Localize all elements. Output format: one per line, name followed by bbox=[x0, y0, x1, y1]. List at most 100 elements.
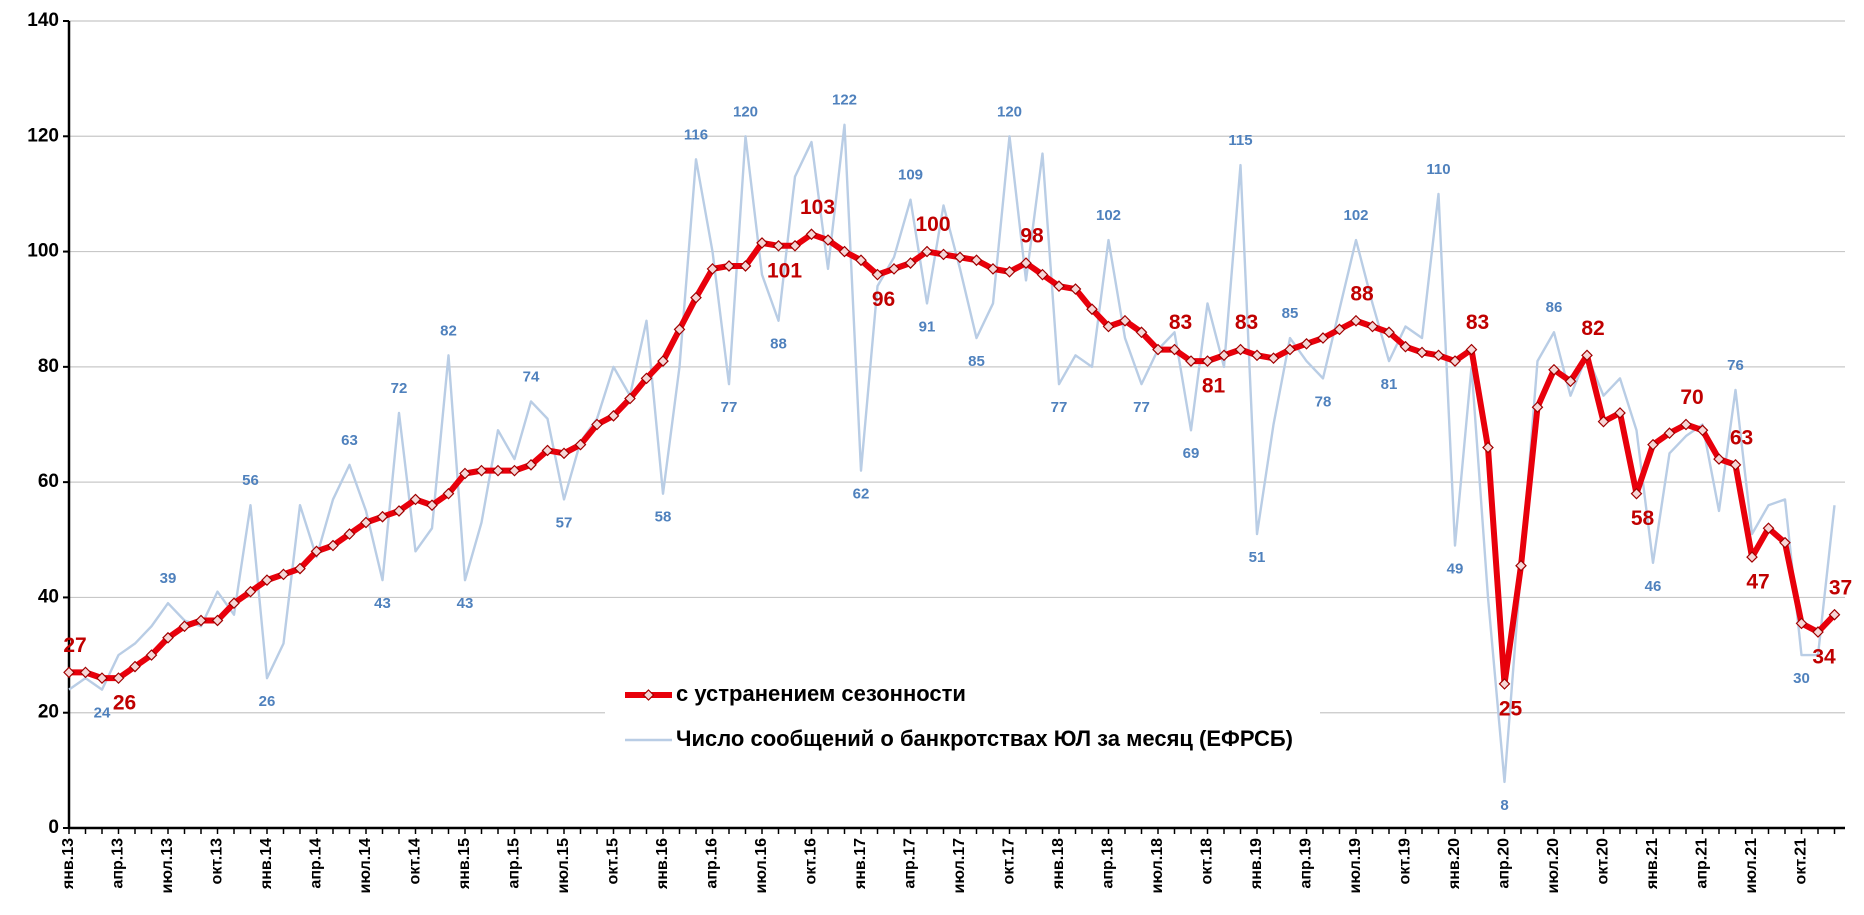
point-marker bbox=[624, 392, 636, 405]
data-label: 115 bbox=[1228, 132, 1252, 149]
x-tick-label: янв.15 bbox=[456, 838, 473, 890]
point-marker bbox=[574, 438, 587, 451]
point-marker bbox=[855, 254, 867, 267]
x-tick-label: окт.15 bbox=[605, 838, 622, 885]
point-marker bbox=[723, 260, 735, 272]
point-marker bbox=[1185, 355, 1197, 367]
data-label: 102 bbox=[1343, 207, 1368, 224]
point-marker bbox=[1614, 407, 1626, 419]
point-marker bbox=[244, 585, 257, 598]
point-marker bbox=[1663, 427, 1676, 439]
x-tick-label: янв.14 bbox=[258, 838, 275, 890]
data-label: 82 bbox=[1581, 317, 1604, 340]
data-label: 24 bbox=[94, 705, 111, 722]
point-marker bbox=[145, 649, 158, 661]
data-label: 88 bbox=[1350, 282, 1374, 305]
point-marker bbox=[162, 631, 174, 644]
x-tick-label: окт.20 bbox=[1595, 838, 1612, 885]
y-tick-label: 140 bbox=[27, 10, 59, 31]
data-label: 76 bbox=[1727, 357, 1744, 374]
point-marker bbox=[937, 248, 950, 261]
data-label: 77 bbox=[1133, 399, 1150, 416]
point-marker bbox=[211, 614, 224, 627]
data-label: 72 bbox=[391, 380, 408, 397]
point-marker bbox=[1729, 459, 1742, 471]
x-tick-label: июл.17 bbox=[951, 838, 968, 894]
series-line-raw bbox=[68, 123, 1836, 784]
point-marker bbox=[1267, 352, 1280, 365]
data-label: 27 bbox=[63, 634, 86, 657]
point-marker bbox=[327, 539, 339, 552]
data-label: 88 bbox=[770, 336, 787, 353]
data-label: 91 bbox=[919, 318, 936, 335]
point-marker bbox=[1762, 522, 1775, 535]
point-marker bbox=[178, 620, 191, 633]
point-marker bbox=[1053, 280, 1065, 293]
x-tick-label: янв.16 bbox=[654, 838, 671, 890]
data-label: 58 bbox=[655, 509, 672, 526]
point-marker bbox=[1003, 265, 1016, 278]
point-marker bbox=[789, 239, 801, 252]
data-label: 82 bbox=[440, 322, 457, 339]
point-marker bbox=[1251, 349, 1263, 362]
point-marker bbox=[195, 614, 207, 627]
x-tick-label: янв.21 bbox=[1644, 838, 1661, 890]
point-marker bbox=[1746, 551, 1758, 563]
data-label: 98 bbox=[1020, 225, 1044, 248]
point-marker bbox=[1317, 332, 1329, 344]
x-tick-label: окт.17 bbox=[1001, 838, 1018, 885]
data-label: 81 bbox=[1381, 376, 1398, 393]
point-marker bbox=[904, 257, 917, 269]
data-label: 30 bbox=[1793, 670, 1810, 687]
point-marker bbox=[492, 464, 504, 477]
point-marker bbox=[1366, 320, 1379, 333]
data-label: 70 bbox=[1680, 386, 1703, 409]
point-marker bbox=[756, 237, 768, 249]
x-tick-label: апр.16 bbox=[704, 838, 721, 889]
point-marker bbox=[1647, 438, 1659, 451]
point-marker bbox=[558, 447, 570, 460]
data-label: 57 bbox=[556, 514, 573, 531]
data-label: 78 bbox=[1315, 393, 1332, 410]
data-label: 26 bbox=[113, 692, 136, 715]
x-tick-label: июл.18 bbox=[1149, 838, 1166, 894]
data-label: 109 bbox=[898, 167, 923, 184]
data-label: 116 bbox=[684, 126, 708, 143]
point-marker bbox=[1498, 678, 1511, 690]
x-tick-label: окт.21 bbox=[1793, 838, 1810, 885]
data-label: 47 bbox=[1746, 571, 1769, 594]
point-marker bbox=[1399, 340, 1412, 353]
point-marker bbox=[541, 444, 554, 457]
point-marker bbox=[1630, 487, 1643, 500]
data-label: 43 bbox=[374, 595, 391, 612]
point-marker bbox=[1383, 326, 1395, 339]
point-marker bbox=[607, 410, 620, 422]
point-marker bbox=[79, 666, 92, 679]
point-marker bbox=[475, 464, 488, 477]
point-marker bbox=[1812, 626, 1824, 638]
data-label: 69 bbox=[1183, 445, 1200, 462]
data-label: 120 bbox=[733, 103, 758, 120]
data-label: 25 bbox=[1499, 697, 1523, 720]
data-label: 56 bbox=[242, 472, 259, 489]
data-label: 63 bbox=[341, 432, 358, 449]
point-marker bbox=[1515, 559, 1527, 572]
x-tick-label: окт.16 bbox=[803, 838, 820, 885]
data-label: 26 bbox=[259, 693, 276, 710]
data-label: 46 bbox=[1645, 578, 1662, 595]
x-tick-label: июл.14 bbox=[357, 838, 374, 894]
point-marker bbox=[1119, 314, 1131, 327]
data-label: 74 bbox=[523, 368, 540, 385]
x-tick-label: июл.16 bbox=[753, 838, 770, 894]
point-marker bbox=[591, 418, 603, 431]
y-tick-label: 60 bbox=[38, 471, 59, 492]
point-marker bbox=[112, 672, 125, 684]
legend-label: с устранением сезонности bbox=[676, 681, 966, 706]
point-marker bbox=[1350, 314, 1362, 327]
point-marker bbox=[1828, 608, 1841, 621]
point-marker bbox=[657, 355, 669, 367]
point-marker bbox=[921, 245, 933, 258]
x-tick-label: июл.13 bbox=[159, 838, 176, 894]
x-tick-label: окт.18 bbox=[1199, 838, 1216, 885]
point-marker bbox=[871, 268, 884, 281]
